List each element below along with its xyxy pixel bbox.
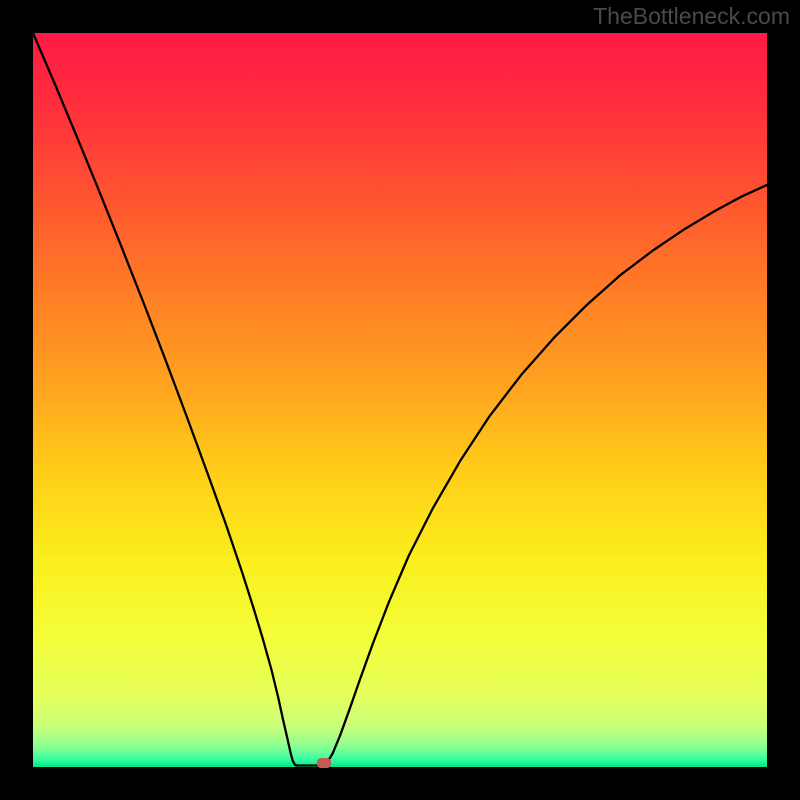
optimum-marker <box>317 758 331 768</box>
bottleneck-curve <box>33 33 767 767</box>
watermark-text: TheBottleneck.com <box>593 3 790 30</box>
chart-root: TheBottleneck.com <box>0 0 800 800</box>
plot-area <box>33 33 767 767</box>
